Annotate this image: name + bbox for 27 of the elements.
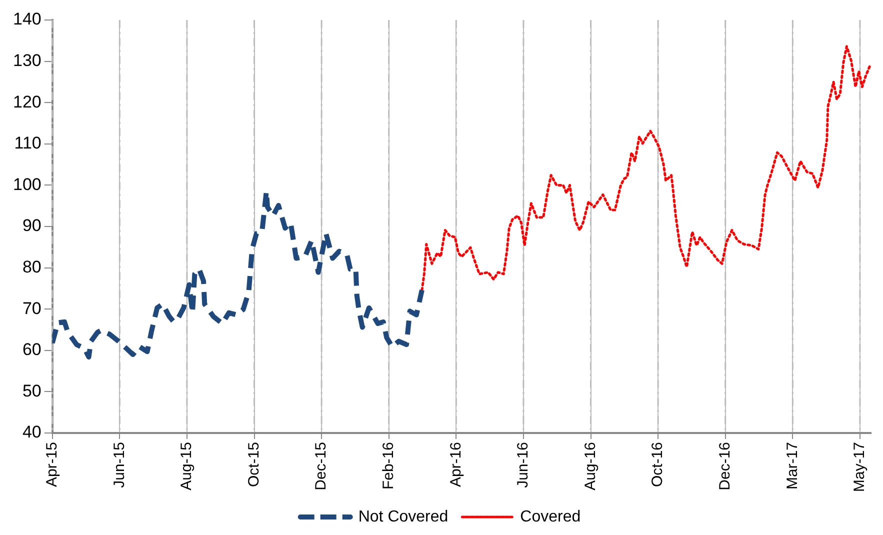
x-tick-label: Jun-16 [514, 442, 532, 488]
y-tick-label: 130 [12, 50, 42, 70]
x-tick-label: Jun-15 [110, 442, 128, 488]
y-tick-label: 60 [22, 340, 42, 360]
x-tick-label: Oct-16 [649, 442, 666, 487]
line-series [420, 45, 871, 292]
x-tick-label: Apr-16 [447, 442, 464, 488]
y-tick-label: 140 [12, 10, 42, 29]
x-tick-label: Oct-15 [245, 442, 262, 487]
x-tick-label: Aug-15 [178, 442, 196, 490]
y-tick-label: 40 [22, 422, 42, 442]
legend-label: Not Covered [358, 508, 448, 526]
y-tick-label: 90 [22, 216, 42, 236]
x-tick-label: Mar-17 [784, 442, 801, 490]
y-tick-label: 70 [22, 298, 42, 318]
y-tick-label: 80 [22, 257, 42, 276]
y-tick-label: 50 [22, 381, 42, 400]
x-tick-label: Aug-16 [582, 442, 599, 490]
x-tick-label: May-17 [851, 442, 868, 492]
legend-label: Covered [520, 508, 581, 526]
x-tick-label: Dec-15 [312, 442, 330, 490]
y-tick-label: 100 [12, 174, 42, 194]
y-tick-label: 110 [14, 134, 42, 153]
x-tick-label: Dec-16 [716, 442, 734, 490]
y-tick-label: 120 [12, 92, 42, 112]
x-tick-label: Feb-16 [380, 442, 398, 490]
x-tick-label: Apr-15 [44, 442, 61, 488]
